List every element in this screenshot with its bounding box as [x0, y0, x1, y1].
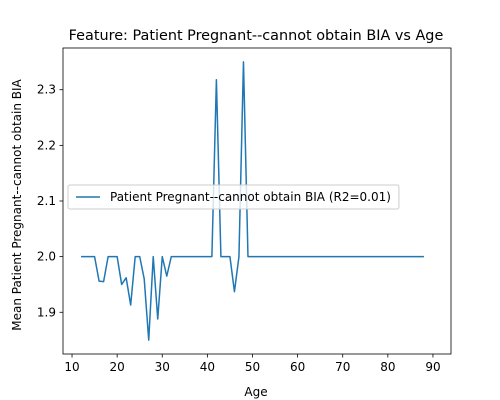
- y-tick-label: 2.2: [37, 138, 56, 152]
- x-axis-label: Age: [244, 385, 267, 399]
- x-tick-label: 80: [380, 360, 395, 374]
- y-tick-label: 1.9: [37, 305, 56, 319]
- x-tick-label: 60: [290, 360, 305, 374]
- series-layer: [81, 61, 424, 341]
- x-tick-label: 30: [155, 360, 170, 374]
- x-tick-label: 40: [200, 360, 215, 374]
- chart-title: Feature: Patient Pregnant--cannot obtain…: [69, 28, 444, 44]
- y-tick-label: 2.3: [37, 83, 56, 97]
- x-tick-label: 10: [64, 360, 79, 374]
- x-tick-label: 50: [245, 360, 260, 374]
- legend-box: [67, 184, 400, 210]
- legend: Patient Pregnant--cannot obtain BIA (R2=…: [67, 184, 400, 210]
- x-axis: 10 20 30 40 50 60 70 80 90: [64, 354, 441, 374]
- legend-entry-label: Patient Pregnant--cannot obtain BIA (R2=…: [110, 190, 391, 204]
- y-tick-label: 2.0: [37, 250, 56, 264]
- y-tick-label: 2.1: [37, 194, 56, 208]
- x-tick-label: 90: [425, 360, 440, 374]
- x-tick-label: 20: [109, 360, 124, 374]
- x-tick-label: 70: [335, 360, 350, 374]
- y-axis: 1.9 2.0 2.1 2.2 2.3: [37, 83, 63, 319]
- y-axis-label: Mean Patient Pregnant--cannot obtain BIA: [10, 78, 24, 330]
- series-line: [81, 61, 424, 341]
